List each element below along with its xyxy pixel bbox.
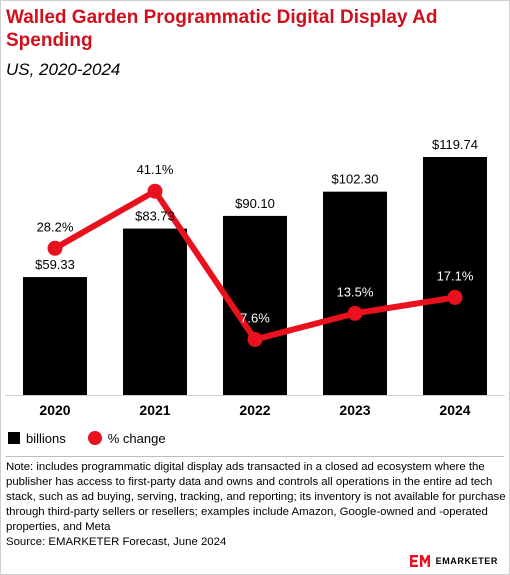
bar-value-label-2020: $59.33 xyxy=(35,257,75,272)
bar-value-label-2021: $83.73 xyxy=(135,209,175,224)
chart-plot: 2020 2021 2022 2023 2024 $59.33 $83.73 $90.10 $1… xyxy=(5,137,505,418)
bar-value-label-2024: $119.74 xyxy=(432,137,478,152)
percent-label-2022: 7.6% xyxy=(240,310,270,325)
legend-label-billions: billions xyxy=(26,430,66,446)
percent-label-2024: 17.1% xyxy=(437,268,474,283)
percent-change-point-2020 xyxy=(47,240,63,256)
bar-value-label-2022: $90.10 xyxy=(235,196,275,211)
legend: billions % change xyxy=(8,428,188,448)
legend-bar-swatch xyxy=(8,432,20,444)
percent-change-point-2023 xyxy=(347,305,363,321)
x-tick-label-2024: 2024 xyxy=(439,402,470,418)
source-line: Source: EMARKETER Forecast, June 2024 xyxy=(6,536,227,548)
brand-name: EMARKETER xyxy=(435,556,498,566)
footer-divider xyxy=(6,456,504,457)
x-tick-label-2023: 2023 xyxy=(339,402,370,418)
chart-title: Walled Garden Programmatic Digital Displ… xyxy=(6,7,438,51)
legend-dot-swatch xyxy=(87,431,102,445)
bar-value-label-2023: $102.30 xyxy=(332,172,379,187)
brand-logo: EMARKETER xyxy=(409,555,498,567)
percent-label-2020: 28.2% xyxy=(37,219,74,234)
x-tick-label-2022: 2022 xyxy=(239,402,270,418)
percent-label-2023: 13.5% xyxy=(337,284,374,299)
bar-2024 xyxy=(423,157,487,395)
percent-change-point-2021 xyxy=(147,183,163,199)
bar-2021 xyxy=(123,228,187,395)
bar-2023 xyxy=(323,191,387,395)
x-tick-label-2020: 2020 xyxy=(39,402,70,418)
bar-2020 xyxy=(23,277,87,395)
legend-label-percent-change: % change xyxy=(107,430,166,446)
legend-item-percent-change: % change xyxy=(87,430,166,446)
footnote: Note: includes programmatic digital disp… xyxy=(6,461,506,533)
legend-item-billions: billions xyxy=(8,431,66,446)
x-tick-label-2021: 2021 xyxy=(139,402,170,418)
percent-label-2021: 41.1% xyxy=(137,162,174,177)
percent-change-point-2022 xyxy=(247,331,263,347)
chart-subtitle: US, 2020-2024 xyxy=(6,60,121,79)
emarketer-logo-icon xyxy=(409,555,430,567)
percent-change-point-2024 xyxy=(447,289,463,305)
